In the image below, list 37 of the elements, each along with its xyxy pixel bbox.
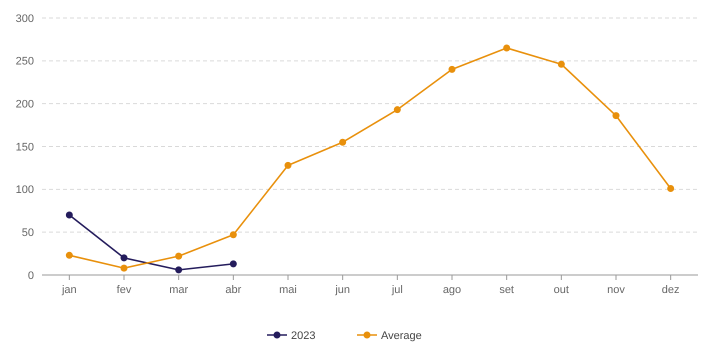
point [503,44,510,52]
y-tick-label: 300 [16,12,34,25]
point [394,106,401,114]
x-tick-label: abr [225,284,242,296]
point [667,184,674,192]
x-tick-label: nov [607,284,626,296]
point [120,264,128,272]
point [230,260,237,268]
legend-label: Average [381,330,422,342]
x-tick-label: mar [169,284,188,296]
point [175,266,182,274]
y-tick-label: 50 [22,227,34,240]
point [120,254,128,262]
x-tick-label: jan [60,284,77,296]
point [175,252,182,260]
point [339,138,346,146]
y-tick-label: 150 [16,141,34,154]
y-tick-label: 200 [16,98,34,111]
y-tick-label: 100 [16,184,34,196]
y-tick-label: 0 [28,270,34,282]
point [66,212,73,219]
x-tick-label: ago [442,284,462,296]
point [612,112,620,120]
x-tick-label: dez [662,284,680,296]
legend-label: 2023 [291,330,316,342]
x-tick-label: jul [390,284,403,296]
x-tick-label: fev [116,284,132,296]
point [448,66,456,73]
x-tick-label: set [499,284,514,296]
point [558,60,565,68]
x-tick-label: mai [279,284,297,296]
point [230,231,237,238]
x-tick-label: jun [334,284,350,296]
point [66,252,73,259]
y-tick-label: 250 [16,56,34,68]
x-tick-label: out [554,284,569,296]
point [284,162,292,169]
